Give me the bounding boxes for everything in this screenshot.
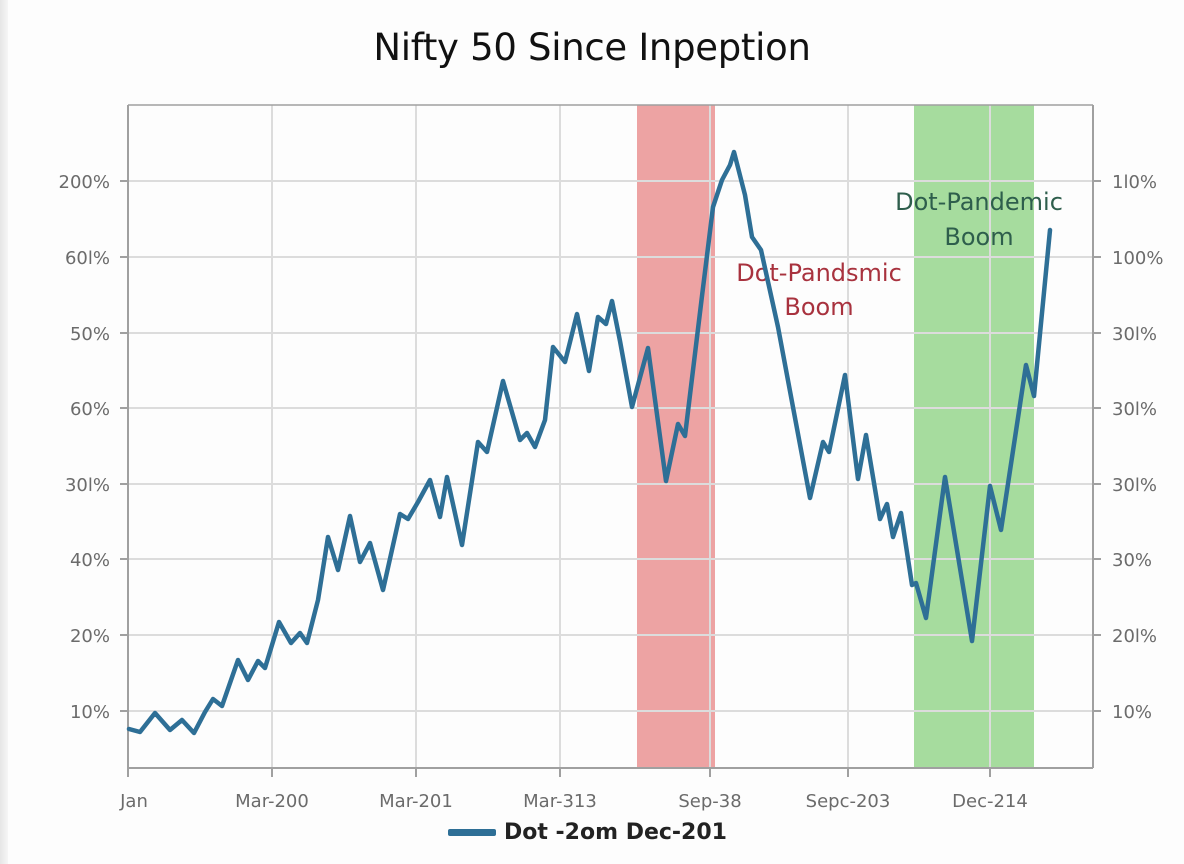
x-tick-label: Sepc-203 bbox=[806, 791, 891, 812]
x-tick-label: Mar-200 bbox=[235, 791, 309, 812]
green-annotation-line1: Dot-Pandemic bbox=[895, 188, 1063, 216]
y-right-tick-label: 100% bbox=[1112, 248, 1163, 269]
y-left-tick-label: 30l% bbox=[65, 475, 110, 496]
chart-title: Nifty 50 Since Inpeption bbox=[373, 26, 811, 69]
y-left-tick-label: 60% bbox=[70, 399, 110, 420]
green-annotation-line2: Boom bbox=[944, 223, 1013, 251]
axes bbox=[120, 104, 1101, 777]
red-annotation-line2: Boom bbox=[784, 293, 853, 321]
y-left-tick-label: 40% bbox=[70, 550, 110, 571]
y-right-tick-label: 30l% bbox=[1112, 475, 1157, 496]
x-tick-label: Sep-38 bbox=[678, 791, 741, 812]
y-right-tick-label: 20l% bbox=[1112, 626, 1157, 647]
x-tick-label: Dec-214 bbox=[952, 791, 1028, 812]
y-axis-right-labels: 1l0% 100% 30l% 30l% 30l% 30% 20l% 10% bbox=[1112, 172, 1163, 723]
red-annotation-line1: Dot-Pandsmic bbox=[736, 259, 902, 287]
y-left-tick-label: 20% bbox=[70, 626, 110, 647]
y-right-tick-label: 10% bbox=[1112, 702, 1152, 723]
x-axis-labels: Jan Mar-200 Mar-201 Mar-313 Sep-38 Sepc-203 De… bbox=[119, 791, 1028, 812]
y-right-tick-label: 30% bbox=[1112, 550, 1152, 571]
x-tick-label: Jan bbox=[119, 791, 148, 812]
x-tick-label: Mar-313 bbox=[523, 791, 597, 812]
legend-swatch-icon bbox=[448, 829, 496, 836]
y-right-tick-label: 30l% bbox=[1112, 324, 1157, 345]
y-left-tick-label: 10% bbox=[70, 702, 110, 723]
y-left-tick-label: 60l% bbox=[65, 248, 110, 269]
y-right-tick-label: 30l% bbox=[1112, 399, 1157, 420]
y-left-tick-label: 50% bbox=[70, 324, 110, 345]
gridlines bbox=[128, 105, 1093, 768]
y-axis-left-labels: 200% 60l% 50% 60% 30l% 40% 20% 10% bbox=[59, 172, 110, 723]
y-right-tick-label: 1l0% bbox=[1112, 172, 1157, 193]
legend: Dot -2om Dec-201 bbox=[448, 820, 727, 845]
y-left-tick-label: 200% bbox=[59, 172, 110, 193]
left-edge-strip bbox=[0, 0, 8, 864]
x-tick-label: Mar-201 bbox=[379, 791, 453, 812]
series-line bbox=[126, 149, 1053, 736]
legend-label: Dot -2om Dec-201 bbox=[504, 820, 727, 845]
